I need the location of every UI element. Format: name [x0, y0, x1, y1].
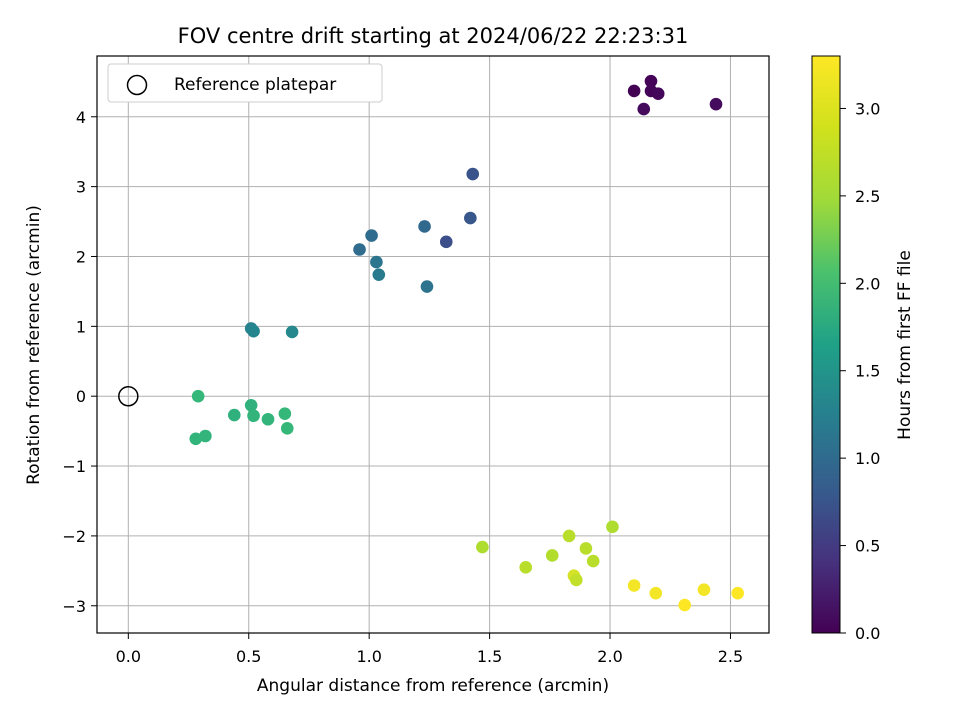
colorbar-label: Hours from first FF file: [895, 250, 915, 440]
reference-marker: [118, 385, 139, 407]
reference-marker-group: [118, 385, 139, 407]
colorbar-ticks: 0.0 0.5 1.0 1.5 2.0 2.5 3.0: [840, 99, 880, 643]
legend-marker-icon: [126, 74, 148, 96]
x-tick-label: 2.5: [718, 647, 743, 666]
data-point: [562, 529, 576, 543]
y-tick-label: 1: [76, 317, 86, 336]
data-point: [644, 74, 658, 88]
data-point: [637, 102, 651, 116]
data-point: [606, 520, 619, 534]
colorbar: 0.0 0.5 1.0 1.5 2.0 2.5 3.0 Hours from first F…: [811, 55, 915, 643]
data-point: [519, 561, 533, 574]
data-point: [651, 87, 665, 101]
data-point: [247, 324, 260, 338]
plot-area: 0.0 0.5 1.0 1.5 2.0 2.5 −3 −2 −1 0 1 2 3 4: [62, 55, 770, 666]
x-axis-ticks: 0.0 0.5 1.0 1.5 2.0 2.5: [116, 633, 743, 666]
legend: Reference platepar: [107, 63, 383, 103]
data-point: [709, 97, 723, 111]
y-tick-label: 4: [76, 108, 86, 127]
data-point: [570, 573, 583, 587]
chart-title: FOV centre drift starting at 2024/06/22 …: [178, 24, 689, 48]
colorbar-gradient: [811, 55, 841, 634]
x-tick-label: 0.0: [116, 647, 141, 666]
data-point: [370, 255, 383, 269]
y-tick-label: −1: [62, 457, 86, 476]
data-point: [586, 554, 600, 568]
y-tick-label: 0: [76, 387, 86, 406]
data-point: [731, 586, 744, 600]
data-point: [285, 325, 299, 339]
colorbar-tick-label: 2.0: [855, 274, 880, 293]
y-tick-label: −3: [62, 597, 86, 616]
data-point: [189, 432, 203, 446]
colorbar-tick-label: 2.5: [855, 187, 880, 206]
data-point: [247, 409, 260, 423]
data-point: [476, 540, 489, 554]
colorbar-tick-label: 1.0: [855, 449, 880, 468]
data-point: [697, 583, 711, 596]
data-point: [227, 408, 241, 422]
x-tick-label: 1.5: [477, 647, 502, 666]
colorbar-tick-label: 3.0: [855, 99, 880, 118]
y-tick-label: −2: [62, 527, 86, 546]
data-point: [280, 422, 294, 435]
y-tick-label: 2: [76, 247, 86, 266]
data-point: [439, 235, 453, 249]
data-point: [418, 220, 431, 233]
colorbar-tick-label: 0.0: [855, 624, 880, 643]
data-point: [191, 389, 205, 403]
data-point: [372, 268, 386, 281]
grid: [97, 56, 769, 633]
data-point: [545, 549, 559, 562]
data-point: [244, 398, 258, 412]
data-point: [353, 243, 366, 256]
x-tick-label: 2.0: [597, 647, 622, 666]
colorbar-tick-label: 1.5: [855, 362, 880, 381]
x-tick-label: 1.0: [356, 647, 381, 666]
y-axis-label: Rotation from reference (arcmin): [24, 205, 44, 485]
data-point: [420, 280, 434, 293]
data-point: [464, 211, 477, 225]
legend-box: [107, 63, 383, 103]
data-point: [627, 84, 641, 98]
data-point: [466, 167, 480, 181]
data-point: [627, 579, 641, 592]
colorbar-tick-label: 0.5: [855, 537, 880, 556]
data-points: [189, 74, 744, 612]
y-tick-label: 3: [76, 178, 86, 197]
plot-frame: [96, 55, 770, 634]
legend-label: Reference platepar: [174, 75, 336, 95]
data-point: [579, 542, 593, 555]
x-axis-label: Angular distance from reference (arcmin): [257, 676, 609, 696]
x-tick-label: 0.5: [236, 647, 261, 666]
data-point: [649, 586, 663, 600]
data-point: [678, 598, 691, 612]
data-point: [261, 412, 275, 426]
data-point: [278, 407, 292, 420]
y-axis-ticks: −3 −2 −1 0 1 2 3 4: [62, 108, 97, 616]
data-point: [365, 229, 378, 242]
data-point: [199, 429, 212, 443]
